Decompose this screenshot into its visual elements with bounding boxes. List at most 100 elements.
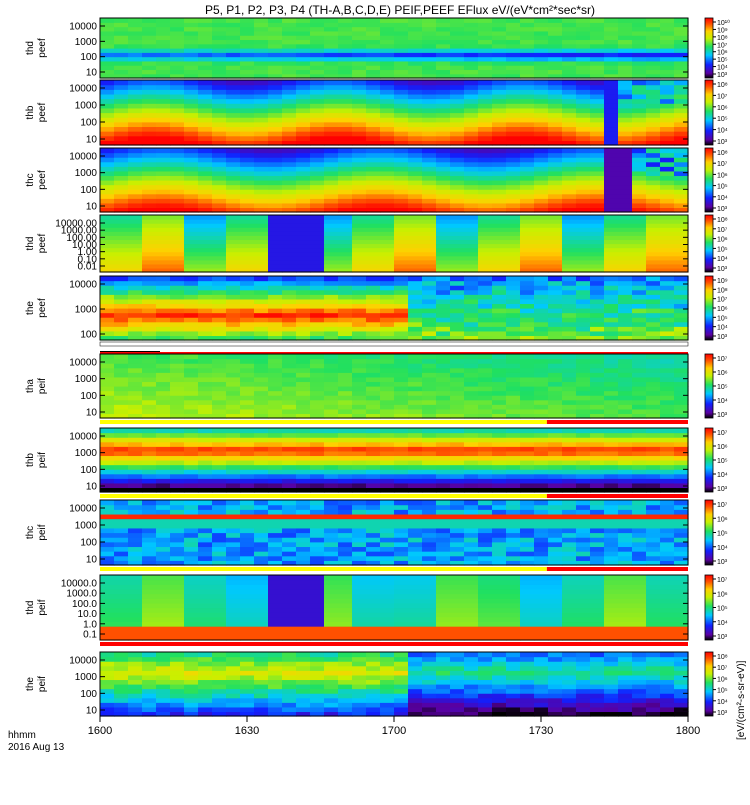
colorbar <box>705 276 713 340</box>
y-axis-label: thd <box>25 601 36 615</box>
y-axis-label: thd <box>25 237 36 251</box>
y-axis-label: peef <box>37 103 48 123</box>
y-tick-label: 100 <box>80 52 97 63</box>
y-tick-label: 0.01 <box>78 262 98 273</box>
colorbar-tick-label: 10³ <box>717 412 728 419</box>
y-tick-label: 10 <box>86 135 98 146</box>
colorbar-tick-label: 10³ <box>717 266 728 273</box>
colorbar-tick-label: 10⁸ <box>717 287 728 294</box>
colorbar-tick-label: 10⁷ <box>717 93 728 100</box>
y-tick-label: 100 <box>80 465 97 476</box>
y-tick-label: 0.1 <box>83 630 97 641</box>
status-bar <box>100 567 688 571</box>
x-label-line1: hhmm <box>8 730 36 741</box>
colorbar-tick-label: 10⁵ <box>717 606 728 613</box>
colorbar-tick-label: 10⁸ <box>717 150 728 157</box>
colorbar <box>705 575 713 640</box>
y-tick-label: 100 <box>80 330 97 341</box>
y-axis-label: thb <box>25 105 36 119</box>
colorbar-tick-label: 10⁸ <box>717 217 728 224</box>
y-tick-label: 10000 <box>69 152 97 163</box>
y-tick-label: 10 <box>86 68 98 79</box>
colorbar <box>705 148 713 212</box>
colorbar-tick-label: 10⁷ <box>717 42 728 49</box>
y-tick-label: 1000 <box>75 672 98 683</box>
y-tick-label: 1000 <box>75 168 98 179</box>
colorbar-tick-label: 10³ <box>717 710 728 717</box>
chart-title: P5, P1, P2, P3, P4 (TH-A,B,C,D,E) PEIF,P… <box>205 3 595 17</box>
colorbar-tick-label: 10⁴ <box>717 256 728 263</box>
colorbar-tick-label: 10³ <box>717 72 728 79</box>
colorbar-unit-label: [eV/(cm²-s-sr-eV)] <box>736 660 747 740</box>
y-tick-label: 10000 <box>69 432 97 443</box>
colorbar-tick-label: 10⁵ <box>717 458 728 465</box>
y-tick-label: 1000 <box>75 37 98 48</box>
colorbar-tick-label: 10⁶ <box>717 50 728 57</box>
colorbar-tick-label: 10⁴ <box>717 65 728 72</box>
status-bar <box>100 494 688 498</box>
colorbar-tick-label: 10⁶ <box>717 172 728 179</box>
y-axis-label: peif <box>37 524 48 540</box>
y-tick-label: 10000 <box>69 656 97 667</box>
x-label-line2: 2016 Aug 13 <box>8 742 65 753</box>
colorbar-tick-label: 10⁷ <box>717 356 728 363</box>
colorbar-tick-label: 10³ <box>717 334 728 341</box>
y-tick-label: 100 <box>80 689 97 700</box>
colorbar-tick-label: 10³ <box>717 206 728 213</box>
colorbar <box>705 18 713 78</box>
colorbar-tick-label: 10⁵ <box>717 315 728 322</box>
x-tick-label: 1800 <box>676 725 700 737</box>
status-bar <box>100 420 688 424</box>
y-tick-label: 1000 <box>75 374 98 385</box>
colorbar <box>705 500 713 565</box>
y-tick-label: 1000 <box>75 448 98 459</box>
colorbar <box>705 354 713 418</box>
colorbar-tick-label: 10⁴ <box>717 620 728 627</box>
colorbar-tick-label: 10⁶ <box>717 516 728 523</box>
y-tick-label: 10 <box>86 408 98 419</box>
y-tick-label: 10000 <box>69 280 97 291</box>
y-axis-label: the <box>25 677 36 691</box>
x-tick-label: 1730 <box>529 725 553 737</box>
colorbar-tick-label: 10⁹ <box>717 278 728 285</box>
colorbar-tick-label: 10⁶ <box>717 370 728 377</box>
y-axis-label: tha <box>25 379 36 393</box>
colorbar-tick-label: 10⁶ <box>717 237 728 244</box>
y-tick-label: 1000 <box>75 521 98 532</box>
y-axis-label: peef <box>37 298 48 318</box>
colorbar-tick-label: 10⁷ <box>717 665 728 672</box>
colorbar-tick-label: 10⁵ <box>717 531 728 538</box>
colorbar-tick-label: 10⁵ <box>717 688 728 695</box>
y-axis-label: peef <box>37 170 48 190</box>
colorbar-tick-label: 10⁵ <box>717 384 728 391</box>
colorbar-tick-label: 10⁵ <box>717 116 728 123</box>
colorbar-tick-label: 10⁷ <box>717 297 728 304</box>
colorbar-tick-label: 10⁷ <box>717 577 728 584</box>
colorbar-tick-label: 10⁶ <box>717 306 728 313</box>
colorbar-tick-label: 10⁴ <box>717 195 728 202</box>
colorbar <box>705 428 713 492</box>
y-tick-label: 10 <box>86 202 98 213</box>
y-tick-label: 10000 <box>69 84 97 95</box>
y-axis-label: peif <box>37 378 48 394</box>
colorbar <box>705 215 713 272</box>
y-axis-label: peef <box>37 234 48 254</box>
colorbar-tick-label: 10³ <box>717 559 728 566</box>
colorbar-tick-label: 10⁷ <box>717 430 728 437</box>
colorbar-tick-label: 10⁴ <box>717 472 728 479</box>
colorbar <box>705 80 713 145</box>
y-axis-label: thc <box>25 526 36 539</box>
y-tick-label: 100 <box>80 538 97 549</box>
y-tick-label: 10 <box>86 482 98 493</box>
status-bar <box>100 342 688 355</box>
y-tick-label: 10000 <box>69 22 97 33</box>
y-axis-label: thb <box>25 453 36 467</box>
colorbar-tick-label: 10⁴ <box>717 699 728 706</box>
y-tick-label: 100 <box>80 118 97 129</box>
